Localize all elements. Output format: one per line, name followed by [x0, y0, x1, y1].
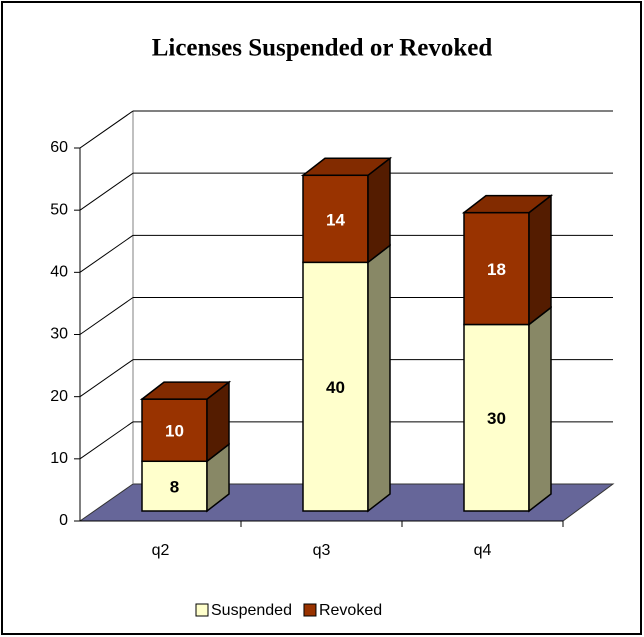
bar-top	[139, 381, 232, 400]
y-tick-label: 60	[50, 139, 68, 156]
x-tick-label: q4	[474, 542, 492, 559]
y-tick-label: 0	[59, 512, 68, 529]
bar-segment	[463, 323, 530, 512]
legend-label: Suspended	[211, 602, 292, 619]
data-label: 30	[487, 409, 506, 428]
data-label: 14	[326, 210, 345, 229]
y-tick-label: 50	[50, 201, 68, 218]
y-tick-label: 10	[50, 450, 68, 467]
y-tick-label: 20	[50, 388, 68, 405]
grid-line	[79, 297, 134, 335]
x-tick-label: q3	[313, 542, 331, 559]
bar-side	[367, 156, 391, 264]
bar-top	[461, 194, 554, 214]
data-label: 10	[165, 422, 184, 441]
grid-line	[79, 234, 134, 273]
legend-swatch	[195, 603, 209, 617]
data-label: 8	[170, 478, 179, 497]
x-tick-label: q2	[152, 542, 170, 559]
chart-title: Licenses Suspended or Revoked	[152, 35, 493, 62]
bar-segment	[141, 398, 208, 463]
grid-line	[79, 110, 134, 149]
grid-line	[79, 172, 134, 211]
bar-top	[300, 157, 393, 177]
data-label: 40	[326, 378, 345, 397]
data-label: 18	[487, 260, 506, 279]
legend-swatch	[303, 603, 317, 617]
bar-side	[528, 194, 552, 327]
y-tick-label: 30	[50, 326, 68, 343]
grid-line	[79, 421, 134, 460]
bar-segment	[302, 261, 369, 512]
bar-side	[367, 243, 391, 513]
legend-label: Revoked	[319, 602, 382, 619]
bar-side	[528, 305, 552, 513]
y-tick-label: 40	[50, 264, 68, 281]
grid-line	[79, 359, 134, 398]
bar-segment	[302, 174, 369, 264]
